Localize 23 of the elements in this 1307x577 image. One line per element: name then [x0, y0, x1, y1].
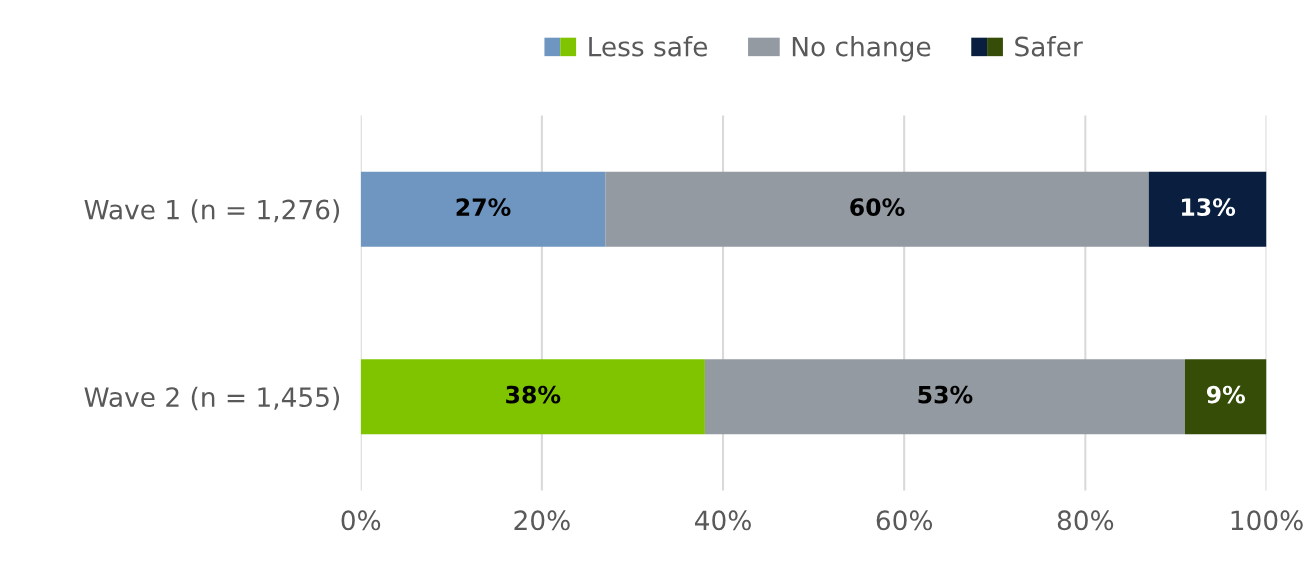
y-tick-label: Wave 1 (n = 1,276) — [84, 199, 340, 223]
x-tick-label: 100% — [1231, 510, 1303, 531]
data-label: 60% — [850, 198, 905, 217]
bar — [704, 359, 1185, 435]
legend-label: No change — [792, 36, 931, 62]
x-tick-label: 0% — [341, 510, 381, 531]
data-label: 27% — [456, 198, 511, 217]
data-label: 53% — [918, 385, 973, 404]
data-label: 38% — [506, 385, 561, 404]
bar — [1184, 359, 1267, 435]
bar — [360, 359, 705, 435]
x-tick-label: 20% — [514, 510, 570, 531]
legend-label: Safer — [1015, 36, 1083, 57]
bar — [605, 171, 1149, 247]
data-label: 13% — [1182, 198, 1236, 217]
legend-label: Less safe — [589, 36, 708, 57]
x-tick-label: 40% — [695, 510, 751, 531]
x-tick-label: 80% — [1057, 510, 1114, 531]
x-tick-label: 60% — [876, 510, 933, 531]
bar — [1148, 171, 1267, 247]
y-tick-label: Wave 2 (n = 1,455) — [84, 386, 340, 411]
bar — [360, 171, 606, 247]
data-label: 9% — [1206, 385, 1246, 404]
